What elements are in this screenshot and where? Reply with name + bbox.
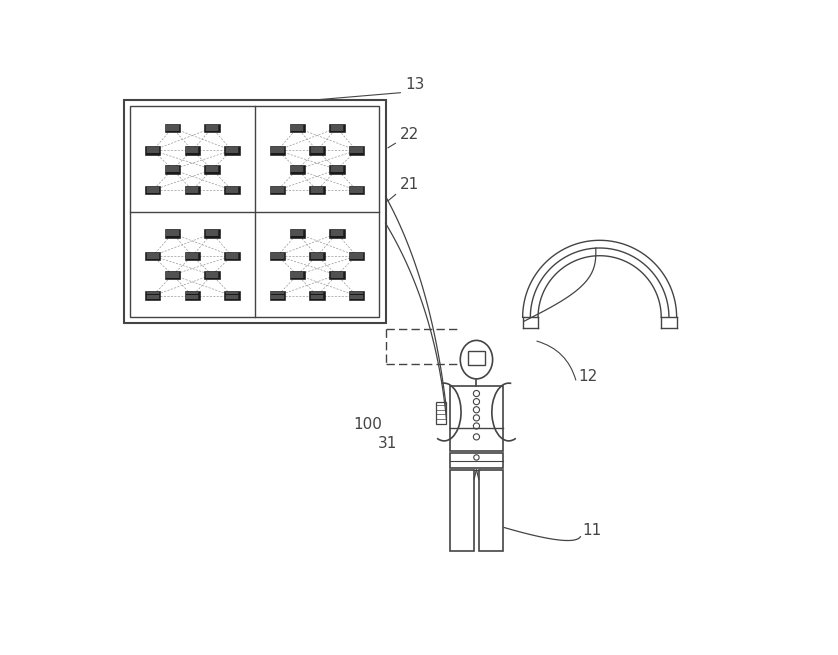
Polygon shape (165, 229, 180, 238)
Polygon shape (204, 271, 220, 279)
Bar (450, 386, 503, 451)
Polygon shape (184, 186, 200, 195)
Polygon shape (349, 252, 365, 260)
Polygon shape (349, 291, 365, 300)
Polygon shape (329, 229, 344, 238)
Polygon shape (224, 291, 240, 300)
Polygon shape (349, 186, 365, 195)
Polygon shape (270, 252, 285, 260)
Text: 21: 21 (401, 178, 420, 193)
Polygon shape (145, 146, 161, 155)
Polygon shape (184, 146, 200, 155)
Bar (436, 402, 447, 424)
Polygon shape (145, 186, 161, 195)
Polygon shape (349, 146, 365, 155)
Polygon shape (165, 165, 180, 174)
Bar (478, 470, 503, 551)
Polygon shape (290, 229, 305, 238)
Polygon shape (309, 291, 325, 300)
Bar (450, 470, 474, 551)
Polygon shape (145, 291, 161, 300)
Text: 31: 31 (378, 436, 397, 451)
Text: 100: 100 (354, 417, 382, 432)
Polygon shape (184, 291, 200, 300)
Polygon shape (329, 165, 344, 174)
Text: 13: 13 (406, 77, 425, 92)
Polygon shape (204, 165, 220, 174)
Polygon shape (290, 124, 305, 132)
Polygon shape (329, 271, 344, 279)
Polygon shape (204, 229, 220, 238)
Polygon shape (204, 124, 220, 132)
Text: 12: 12 (578, 369, 597, 384)
Polygon shape (145, 252, 161, 260)
Polygon shape (184, 252, 200, 260)
Bar (450, 453, 503, 468)
Polygon shape (270, 186, 285, 195)
Polygon shape (290, 271, 305, 279)
Polygon shape (329, 124, 344, 132)
Polygon shape (165, 271, 180, 279)
Bar (468, 351, 485, 365)
Text: 22: 22 (401, 126, 420, 141)
Polygon shape (224, 252, 240, 260)
Polygon shape (224, 146, 240, 155)
Text: 11: 11 (582, 523, 602, 538)
Polygon shape (224, 186, 240, 195)
Polygon shape (290, 165, 305, 174)
Polygon shape (309, 146, 325, 155)
Polygon shape (309, 186, 325, 195)
Polygon shape (270, 146, 285, 155)
Polygon shape (165, 124, 180, 132)
Polygon shape (270, 291, 285, 300)
Polygon shape (309, 252, 325, 260)
